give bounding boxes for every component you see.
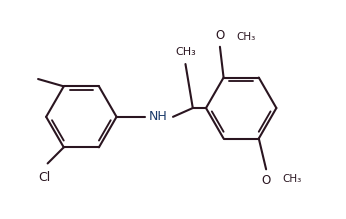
Text: O: O xyxy=(262,174,271,187)
Text: O: O xyxy=(215,29,225,42)
Text: Cl: Cl xyxy=(38,171,50,184)
Text: CH₃: CH₃ xyxy=(175,47,196,57)
Text: NH: NH xyxy=(149,110,168,123)
Text: CH₃: CH₃ xyxy=(236,32,255,42)
Text: CH₃: CH₃ xyxy=(282,174,301,184)
